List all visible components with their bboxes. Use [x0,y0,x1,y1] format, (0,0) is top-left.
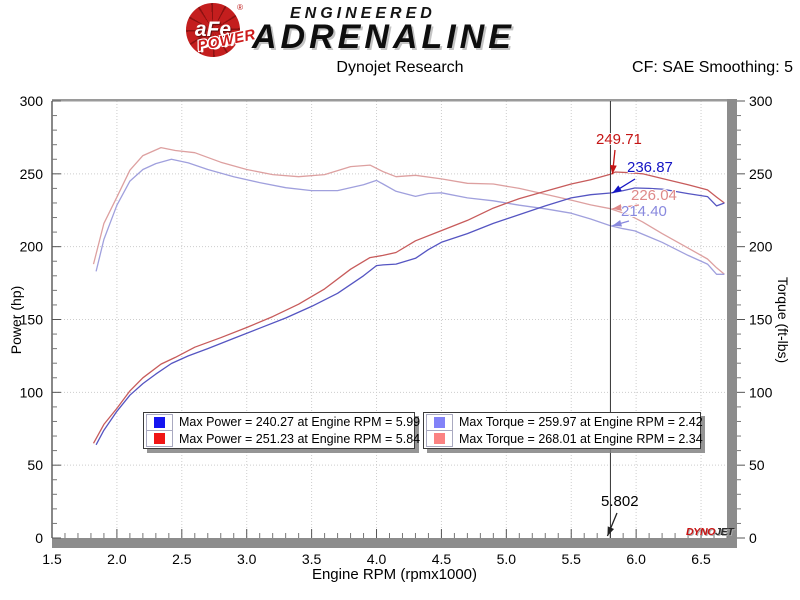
legend-item: Max Torque = 259.97 at Engine RPM = 2.42 [424,413,703,431]
svg-text:200: 200 [20,239,44,255]
svg-text:1.5: 1.5 [42,551,62,567]
svg-text:3.0: 3.0 [237,551,257,567]
cursor-rpm-label: 5.802 [601,493,639,510]
curve-torque-run-blue [95,158,725,275]
svg-text:100: 100 [749,384,773,400]
svg-text:0: 0 [749,530,757,546]
engineered-wordmark: ENGINEERED [290,5,436,22]
svg-text:300: 300 [749,93,773,109]
svg-text:6.5: 6.5 [691,551,711,567]
svg-text:3.5: 3.5 [302,551,322,567]
legend-item: Max Power = 240.27 at Engine RPM = 5.99 [144,413,420,431]
legend-item: Max Power = 251.23 at Engine RPM = 5.84 [144,430,420,448]
svg-text:50: 50 [749,457,765,473]
legend-box-power: Max Power = 240.27 at Engine RPM = 5.99 … [143,412,420,449]
chart-title: Dynojet Research [336,59,464,76]
svg-text:4.5: 4.5 [432,551,452,567]
curve-power-run-red [92,171,725,444]
svg-text:300: 300 [20,93,44,109]
legend-box-torque: Max Torque = 259.97 at Engine RPM = 2.42… [423,412,703,449]
svg-text:150: 150 [749,312,773,328]
afe-logo-icon: aFe ® [186,3,243,57]
svg-text:100: 100 [20,384,44,400]
correction-factor-label: CF: SAE Smoothing: 5 [632,59,793,76]
cursor-value-power-red: 249.71 [596,131,642,148]
right-axis-title: Torque (ft-lbs) [775,276,791,364]
curve-power-run-blue [95,187,725,446]
svg-text:4.0: 4.0 [367,551,387,567]
svg-text:2.5: 2.5 [172,551,192,567]
legend-label: Max Torque = 259.97 at Engine RPM = 2.42 [459,415,703,430]
x-axis-title: Engine RPM (rpmx1000) [311,566,478,583]
svg-text:200: 200 [749,239,773,255]
svg-text:6.0: 6.0 [626,551,646,567]
left-axis-title: Power (hp) [8,285,24,355]
legend-label: Max Torque = 268.01 at Engine RPM = 2.34 [459,431,703,446]
svg-text:0: 0 [35,530,43,546]
curve-torque-run-red [92,146,725,275]
legend-swatch-torque-blue [434,416,445,428]
legend-label: Max Power = 240.27 at Engine RPM = 5.99 [179,415,421,430]
adrenaline-wordmark: ADRENALINE [252,18,515,56]
legend-swatch-power-red [154,433,165,445]
svg-text:50: 50 [27,457,43,473]
registered-mark: ® [237,3,243,12]
dynojet-logo: DYNOJET [686,526,734,538]
svg-text:250: 250 [749,166,773,182]
svg-text:2.0: 2.0 [107,551,127,567]
legend-item: Max Torque = 268.01 at Engine RPM = 2.34 [424,430,703,448]
svg-text:5.5: 5.5 [561,551,581,567]
svg-text:5.0: 5.0 [497,551,517,567]
svg-text:250: 250 [20,166,44,182]
afe-logo-text: aFe [194,18,232,41]
cursor-value-power-blue: 236.87 [627,159,673,176]
legend-swatch-torque-red [434,433,445,445]
cursor-value-torque-blue: 214.40 [621,203,667,220]
legend-label: Max Power = 251.23 at Engine RPM = 5.84 [179,431,421,446]
legend-swatch-power-blue [154,416,165,428]
cursor-value-torque-red: 226.04 [631,187,677,204]
svg-text:150: 150 [20,312,44,328]
